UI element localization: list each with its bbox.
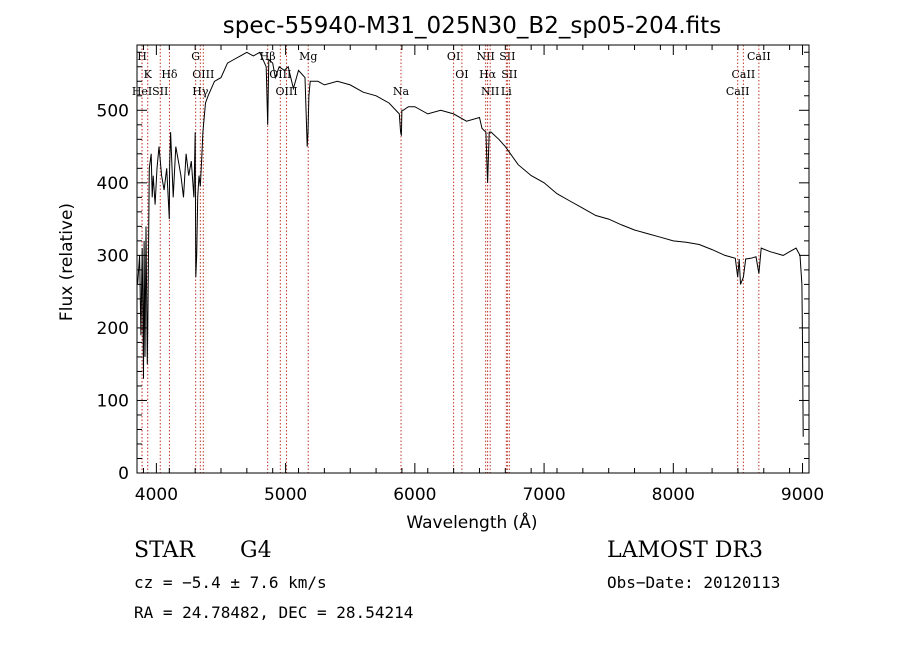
coordinates: RA = 24.78482, DEC = 28.54214 (134, 603, 414, 622)
chart-title: spec-55940-M31_025N30_B2_sp05-204.fits (223, 13, 721, 39)
object-subclass: G4 (240, 538, 272, 563)
line-marker-label: CaII (732, 68, 756, 81)
line-marker-label: SII (499, 50, 515, 63)
y-axis: 0 100 200 300 400 500 (97, 51, 809, 484)
line-marker-label: Hα (479, 68, 497, 81)
plot-frame (136, 44, 810, 474)
y-tick-label: 200 (97, 319, 129, 339)
y-tick-label: 0 (118, 464, 129, 484)
line-marker-label: OI (447, 50, 460, 63)
line-marker-label: OI (455, 68, 468, 81)
x-tick-label: 4000 (135, 485, 178, 505)
object-class: STAR (134, 538, 195, 563)
x-tick-label: 5000 (264, 485, 307, 505)
observation-date: Obs−Date: 20120113 (607, 573, 781, 592)
line-marker-label: Mg (299, 50, 317, 63)
line-marker-label: HeI (132, 85, 152, 98)
line-marker-label: CaII (747, 50, 771, 63)
x-tick-label: 8000 (652, 485, 695, 505)
line-marker-label: Hγ (192, 85, 209, 98)
line-marker-label: NII (477, 50, 495, 63)
y-axis-label: Flux (relative) (57, 203, 77, 321)
line-marker-label: K (144, 68, 153, 81)
x-axis: 4000 5000 6000 7000 8000 9000 (135, 45, 824, 505)
y-tick-label: 500 (97, 101, 129, 121)
survey-name: LAMOST DR3 (607, 538, 763, 563)
x-tick-label: 9000 (781, 485, 824, 505)
x-tick-label: 7000 (522, 485, 565, 505)
y-tick-label: 400 (97, 174, 129, 194)
line-marker-label: OIII (192, 68, 214, 81)
line-marker-label: OIII (269, 68, 291, 81)
line-marker-label: Li (501, 85, 512, 98)
x-axis-label: Wavelength (Å) (406, 511, 537, 533)
line-marker-label: CaII (726, 85, 750, 98)
spectrum-line (137, 51, 804, 437)
line-marker-label: G (191, 50, 200, 63)
line-marker-label: Na (393, 85, 410, 98)
line-marker-label: OIII (275, 85, 297, 98)
x-tick-label: 6000 (393, 485, 436, 505)
line-marker-label: Hβ (260, 50, 276, 63)
y-tick-label: 100 (97, 391, 129, 411)
line-marker-label: SII (152, 85, 168, 98)
line-marker-label: NII (481, 85, 499, 98)
line-marker-label: Hδ (161, 68, 178, 81)
redshift-velocity: cz = −5.4 ± 7.6 km/s (134, 573, 327, 592)
y-tick-label: 300 (97, 246, 129, 266)
line-marker-label: SII (501, 68, 517, 81)
